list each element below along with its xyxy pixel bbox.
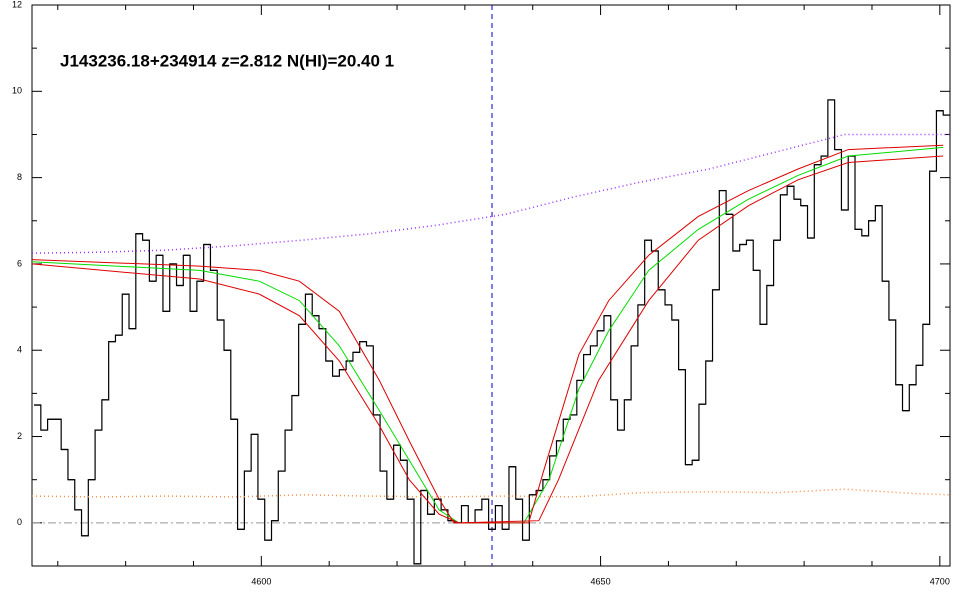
fit-curve [31, 146, 944, 524]
fit-curve [31, 144, 944, 524]
fit-curve [31, 133, 950, 254]
x-tick-label: 4650 [591, 576, 611, 586]
plot-frame [31, 4, 951, 567]
x-tick-label: 4600 [251, 576, 271, 586]
x-tick-label: 4700 [930, 576, 950, 586]
y-tick-label: 0 [17, 517, 22, 527]
y-tick-label: 4 [17, 345, 22, 355]
y-tick-label: 10 [12, 86, 22, 96]
y-tick-label: 2 [17, 431, 22, 441]
y-tick-label: 8 [17, 172, 22, 182]
y-tick-label: 12 [12, 0, 22, 9]
y-tick-label: 6 [17, 258, 22, 268]
fit-curve [31, 155, 944, 524]
fit-curve [31, 488, 951, 498]
spectrum-connector [34, 99, 950, 565]
chart-title: J143236.18+234914 z=2.812 N(HI)=20.40 1 [60, 51, 394, 70]
